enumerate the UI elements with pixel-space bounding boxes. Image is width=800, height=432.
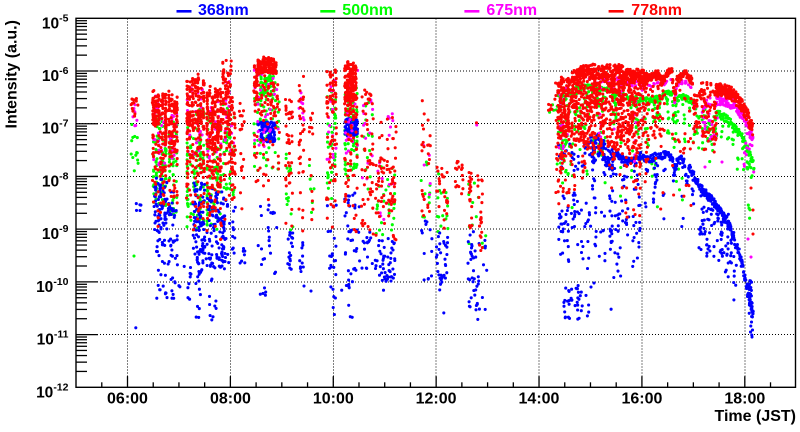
svg-text:10:00: 10:00 <box>313 391 354 408</box>
svg-text:500nm: 500nm <box>342 2 393 19</box>
svg-text:12:00: 12:00 <box>416 391 457 408</box>
svg-text:778nm: 778nm <box>631 2 682 19</box>
svg-text:14:00: 14:00 <box>519 391 560 408</box>
svg-text:Intensity (a.u.): Intensity (a.u.) <box>4 20 21 128</box>
svg-text:06:00: 06:00 <box>107 391 148 408</box>
svg-text:675nm: 675nm <box>486 2 537 19</box>
svg-text:368nm: 368nm <box>198 2 249 19</box>
svg-text:18:00: 18:00 <box>724 391 765 408</box>
svg-text:08:00: 08:00 <box>210 391 251 408</box>
svg-text:Time (JST): Time (JST) <box>715 408 797 425</box>
svg-text:16:00: 16:00 <box>621 391 662 408</box>
